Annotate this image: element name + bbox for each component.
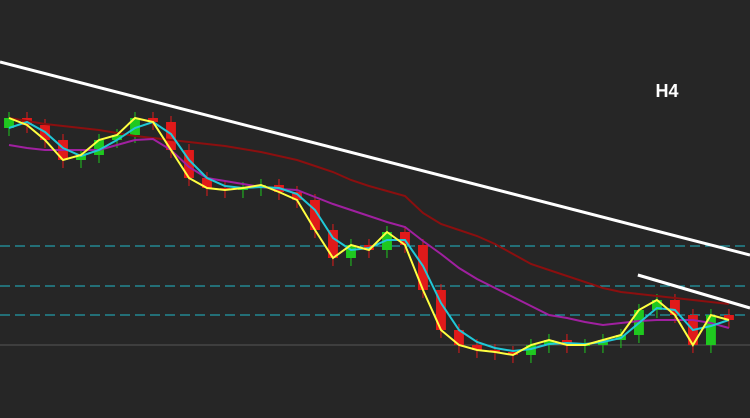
moving-average (8, 117, 730, 305)
trendline (637, 273, 750, 310)
candle-body (705, 315, 716, 345)
candle-body (436, 290, 446, 330)
candle-body (723, 315, 734, 320)
candle-body (544, 340, 554, 345)
moving-average (8, 116, 730, 357)
candle-body (454, 330, 464, 345)
candle-body (292, 192, 302, 200)
candle-body (202, 178, 212, 188)
moving-average (8, 120, 730, 353)
candle-body (184, 150, 194, 178)
candle-body (130, 118, 140, 135)
candle-body (148, 118, 158, 122)
moving-average (8, 137, 730, 329)
candle-body (508, 352, 518, 355)
trendlines (0, 60, 750, 310)
candle-body (166, 122, 176, 150)
candle-body (310, 200, 320, 230)
candle-body (651, 300, 662, 310)
candle-body (76, 155, 86, 160)
moving-averages (8, 116, 730, 357)
candle-body (400, 232, 410, 245)
trendline (0, 60, 750, 257)
timeframe-label: H4 (655, 81, 678, 101)
candle-body (112, 135, 122, 140)
candle-body (94, 140, 104, 155)
candle-body (346, 245, 356, 258)
candle-body (328, 230, 338, 258)
candle-body (4, 118, 14, 128)
candle-body (669, 300, 680, 315)
candle-body (472, 345, 482, 350)
